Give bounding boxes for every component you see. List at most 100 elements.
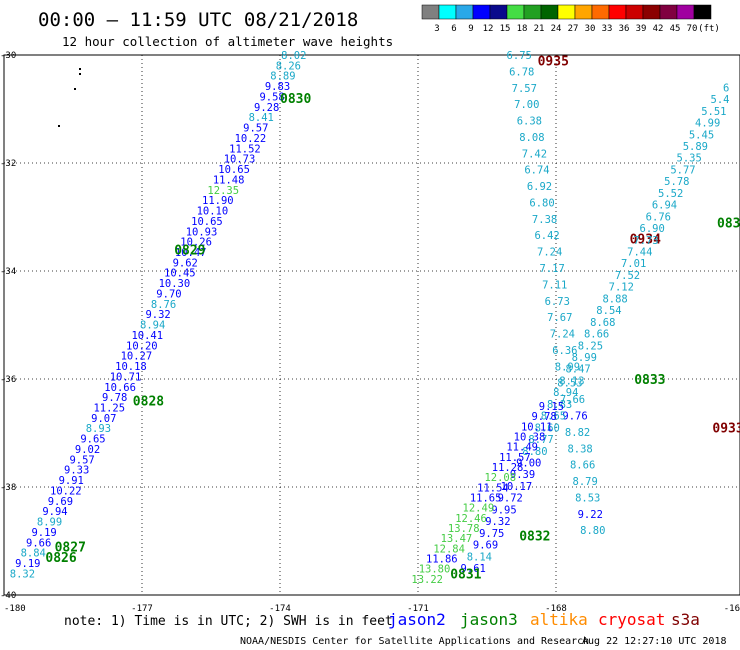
- wave-height-value: 13.78: [448, 523, 480, 535]
- wave-height-value: 10.18: [115, 361, 147, 373]
- colorbar-label: 70: [687, 24, 698, 34]
- y-tick-label: -36: [0, 375, 16, 385]
- wave-height-value: 9.58: [259, 91, 284, 103]
- wave-height-value: 6.92: [527, 181, 552, 193]
- coastline-specks: [58, 68, 81, 127]
- x-tick-label: -171: [407, 604, 429, 614]
- wave-height-value: 7.12: [609, 282, 634, 294]
- colorbar-legend: 3 6 9 12 15 18 21 24 27 30 33 36 39 42 45 70 (ft): [421, 4, 720, 34]
- satellite-tracks: 8.028.268.899.839.589.288.419.5710.2211.…: [10, 50, 740, 586]
- wave-height-value: 8.08: [519, 132, 544, 144]
- colorbar-swatch: [540, 4, 559, 20]
- wave-height-value: 10.22: [50, 485, 82, 497]
- wave-height-value: 9.72: [498, 493, 523, 505]
- wave-height-value: 8.99: [37, 517, 62, 529]
- x-tick-label: -180: [4, 604, 26, 614]
- track-time-label: 0833: [634, 373, 665, 388]
- wave-height-value: 9.70: [156, 288, 181, 300]
- wave-height-value: 8.14: [467, 551, 492, 563]
- wave-height-value: 10.47: [175, 247, 207, 259]
- wave-height-value: 7.38: [532, 214, 557, 226]
- wave-height-value: 9.62: [173, 257, 198, 269]
- colorbar-label: 21: [534, 24, 545, 34]
- wave-height-value: 5.45: [689, 129, 714, 141]
- colorbar-swatch: [557, 4, 576, 20]
- wave-height-value: 6.94: [652, 200, 677, 212]
- wave-height-value: 10.38: [514, 431, 546, 443]
- wave-height-value: 6.80: [529, 197, 554, 209]
- track-time-label: 0935: [538, 54, 569, 69]
- wave-height-value: 9.66: [26, 537, 51, 549]
- colorbar-swatch: [455, 4, 474, 20]
- colorbar-label: 33: [602, 24, 613, 34]
- wave-height-value: 8.88: [602, 293, 627, 305]
- wave-height-value: 9.33: [64, 465, 89, 477]
- colorbar-label: 27: [568, 24, 579, 34]
- wave-height-value: 10.45: [164, 268, 196, 280]
- wave-height-value: 10.10: [197, 206, 229, 218]
- wave-height-value: 8.89: [270, 71, 295, 83]
- wave-height-value: 8.25: [578, 340, 603, 352]
- colorbar-swatch: [574, 4, 593, 20]
- legend-entry: s3a: [671, 610, 700, 629]
- wave-height-value: 8.77: [528, 434, 553, 446]
- footnote: note: 1) Time is in UTC; 2) SWH is in fe…: [64, 614, 393, 629]
- wave-height-value: 8.65: [541, 411, 566, 423]
- wave-height-value: 8.76: [151, 299, 176, 311]
- wave-height-value: 8.84: [21, 548, 46, 560]
- x-tick-label: -16: [724, 604, 740, 614]
- wave-height-value: 9.19: [31, 527, 56, 539]
- wave-height-value: 4.99: [695, 118, 720, 130]
- wave-height-value: 12.35: [207, 185, 239, 197]
- wave-height-value: 12.84: [433, 543, 465, 555]
- wave-height-value: 8.83: [547, 399, 572, 411]
- colorbar-swatch: [489, 4, 508, 20]
- wave-height-value: 8.38: [567, 443, 592, 455]
- wave-height-value: 9.83: [265, 81, 290, 93]
- colorbar-swatch: [506, 4, 525, 20]
- colorbar-swatch: [676, 4, 695, 20]
- colorbar-label: 15: [500, 24, 511, 34]
- wave-height-value: 8.47: [565, 364, 590, 376]
- wave-height-value: 8.53: [557, 378, 582, 390]
- colorbar-label: 9: [468, 24, 473, 34]
- wave-height-value: 5.35: [677, 153, 702, 165]
- wave-height-value: 10.65: [218, 164, 250, 176]
- wave-height-value: 8.32: [10, 568, 35, 580]
- wave-height-value: 11.49: [506, 442, 538, 454]
- wave-height-value: 5.89: [683, 141, 708, 153]
- wave-height-value: 10.73: [224, 154, 256, 166]
- wave-height-value: 6.78: [509, 66, 534, 78]
- track-time-label: 0934: [630, 233, 661, 248]
- wave-height-value: 8.26: [276, 60, 301, 72]
- wave-height-value: 6.42: [534, 230, 559, 242]
- colorbar-swatch: [625, 4, 644, 20]
- y-tick-label: -34: [0, 267, 16, 277]
- y-tick-label: -38: [0, 483, 16, 493]
- y-tick-label: -32: [0, 159, 16, 169]
- wave-height-value: 8.79: [573, 476, 598, 488]
- wave-height-value: 5.51: [701, 106, 726, 118]
- colorbar-label: 36: [619, 24, 630, 34]
- wave-height-value: 8.94: [553, 387, 578, 399]
- credit-line: NOAA/NESDIS Center for Satellite Applica…: [240, 636, 589, 647]
- wave-height-value: 7.24: [550, 329, 575, 341]
- colorbar-label: 39: [636, 24, 647, 34]
- legend-entry: cryosat: [598, 610, 665, 629]
- wave-height-value: 7.57: [512, 83, 537, 95]
- colorbar-label: 30: [585, 24, 596, 34]
- wave-height-value: 9.00: [516, 458, 541, 470]
- wave-height-value: 10.41: [131, 330, 163, 342]
- chart-subtitle: 12 hour collection of altimeter wave hei…: [62, 34, 393, 49]
- wave-height-value: 10.22: [235, 133, 267, 145]
- wave-height-value: 7.01: [621, 258, 646, 270]
- wave-height-value: 5.77: [670, 164, 695, 176]
- wave-height-value: 10.71: [110, 371, 142, 383]
- wave-height-value: 8.68: [590, 317, 615, 329]
- wave-height-value: 9.22: [578, 509, 603, 521]
- wave-height-value: 6.73: [545, 296, 570, 308]
- wave-height-value: 11.86: [426, 553, 458, 565]
- wave-height-value: 9.94: [42, 506, 67, 518]
- wave-height-value: 7.17: [540, 263, 565, 275]
